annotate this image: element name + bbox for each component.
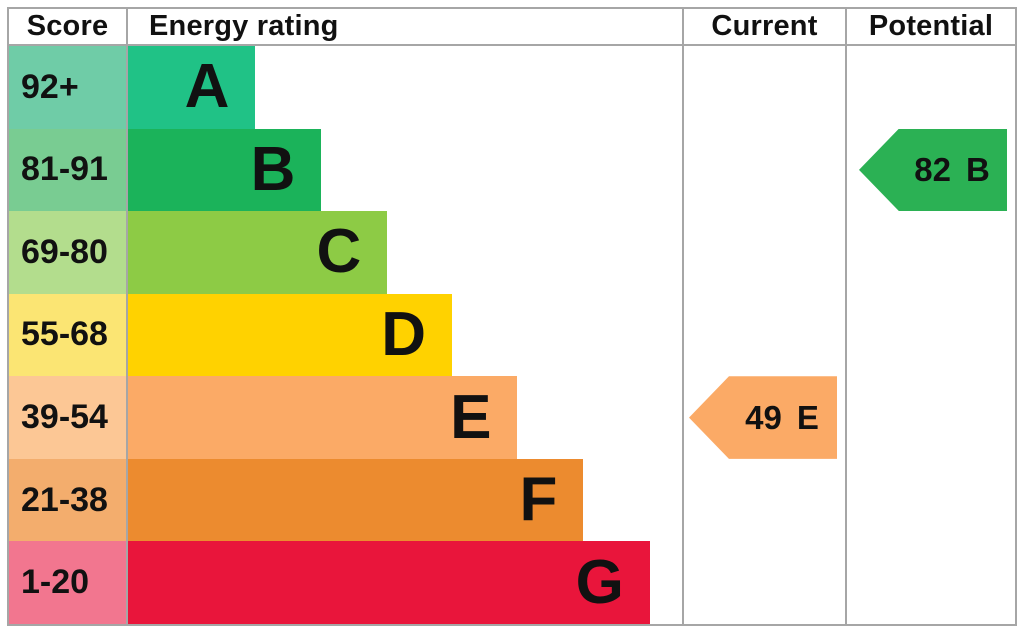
current-rating-arrow: 49 E <box>689 376 837 459</box>
rating-row-f: F <box>128 458 684 542</box>
band-bar-g: G <box>128 541 650 624</box>
current-band-letter: E <box>796 398 819 436</box>
current-cell-d <box>684 293 847 377</box>
header-score: Score <box>9 9 128 46</box>
current-cell-e: 49 E <box>684 376 847 459</box>
header-energy-rating: Energy rating <box>128 9 684 46</box>
band-letter-e: E <box>450 382 492 452</box>
potential-cell-f <box>847 458 1015 542</box>
potential-cell-g <box>847 541 1015 624</box>
rating-row-g: G <box>128 541 684 624</box>
score-range-f-label: 21-38 <box>21 480 108 519</box>
band-letter-f: F <box>519 465 558 535</box>
current-cell-c <box>684 211 847 294</box>
current-cell-b <box>684 128 847 212</box>
band-letter-a: A <box>184 52 230 122</box>
current-cell-a <box>684 46 847 129</box>
band-bar-a: A <box>128 46 256 129</box>
rating-row-e: E <box>128 376 684 459</box>
band-bar-e: E <box>128 376 518 459</box>
header-potential: Potential <box>847 9 1015 46</box>
potential-cell-d <box>847 293 1015 377</box>
score-range-d: 55-68 <box>9 293 128 377</box>
epc-rating-chart: Score Energy rating Current Potential 92… <box>7 7 1017 626</box>
current-score-value: 49 <box>745 398 782 436</box>
score-range-e: 39-54 <box>9 376 128 459</box>
rating-row-b: B <box>128 128 684 212</box>
header-energy-rating-label: Energy rating <box>149 10 339 42</box>
band-bar-d: D <box>128 293 453 377</box>
score-range-b-label: 81-91 <box>21 150 108 189</box>
header-current-label: Current <box>711 10 818 42</box>
header-potential-label: Potential <box>868 10 994 42</box>
score-range-d-label: 55-68 <box>21 315 108 354</box>
band-bar-f: F <box>128 458 584 542</box>
band-letter-c: C <box>316 217 362 287</box>
band-bar-c: C <box>128 211 388 294</box>
score-range-f: 21-38 <box>9 458 128 542</box>
header-current: Current <box>684 9 847 46</box>
score-range-e-label: 39-54 <box>21 398 108 437</box>
score-range-a-label: 92+ <box>21 67 79 106</box>
score-range-c-label: 69-80 <box>21 232 108 271</box>
potential-cell-b: 82 B <box>847 128 1015 212</box>
score-range-c: 69-80 <box>9 211 128 294</box>
band-letter-g: G <box>575 547 624 617</box>
rating-row-c: C <box>128 211 684 294</box>
potential-cell-a <box>847 46 1015 129</box>
band-letter-d: D <box>381 299 427 369</box>
potential-band-letter: B <box>965 150 990 188</box>
rating-row-a: A <box>128 46 684 129</box>
potential-score-value: 82 <box>914 150 951 188</box>
band-bar-b: B <box>128 128 322 212</box>
potential-cell-c <box>847 211 1015 294</box>
score-range-g-label: 1-20 <box>21 563 90 602</box>
band-letter-b: B <box>250 134 296 204</box>
current-cell-f <box>684 458 847 542</box>
score-range-a: 92+ <box>9 46 128 129</box>
rating-row-d: D <box>128 293 684 377</box>
header-score-label: Score <box>26 10 109 42</box>
score-range-g: 1-20 <box>9 541 128 624</box>
score-range-b: 81-91 <box>9 128 128 212</box>
potential-cell-e <box>847 376 1015 459</box>
potential-rating-arrow: 82 B <box>859 128 1007 212</box>
current-cell-g <box>684 541 847 624</box>
